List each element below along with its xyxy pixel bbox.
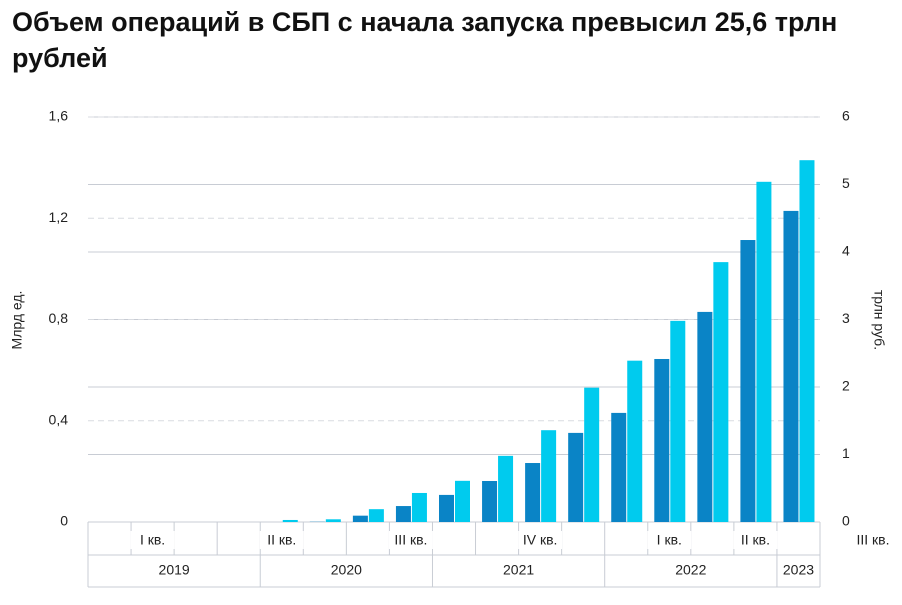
bar [654,358,670,522]
x-tick-label: III кв. [856,532,889,548]
x-tick-label: IV кв. [523,532,558,548]
bar [368,509,384,522]
bar [525,463,541,522]
y-tick-label: 1,2 [49,209,69,225]
chart-title: Объем операций в СБП с начала запуска пр… [12,7,838,73]
bar [411,492,427,522]
bar [439,494,454,522]
label-bg [259,531,304,549]
bar [498,455,514,522]
bar [325,519,341,522]
bar [584,387,600,522]
bar [627,360,643,522]
y-tick-label: 0 [60,513,68,529]
bar [740,240,756,523]
x-tick-label: II кв. [741,532,770,548]
bar [455,480,470,522]
y2-tick-label: 6 [842,108,850,124]
bar [352,515,368,522]
bar [799,160,815,522]
year-label: 2023 [783,562,814,578]
year-label: 2020 [331,562,362,578]
label-bg [130,531,175,549]
bar [482,480,498,522]
x-tick-label: III кв. [394,532,427,548]
x-tick-label: I кв. [140,532,165,548]
y2-axis-title: трлн руб. [871,290,887,350]
label-bg [518,531,563,549]
bar [783,210,799,523]
y2-tick-label: 5 [842,175,850,191]
y-tick-label: 0,8 [49,310,69,326]
bar [756,181,772,523]
bar [541,430,557,522]
bar [611,412,627,522]
bar [697,311,713,522]
y-axis-title: Млрд ед. [9,291,25,350]
label-bg [388,531,433,549]
y-tick-label: 1,6 [49,108,69,124]
bar [670,320,686,522]
y2-tick-label: 1 [842,445,850,461]
x-tick-label: I кв. [657,532,682,548]
y2-tick-label: 2 [842,378,850,394]
y-tick-label: 0,4 [49,411,69,427]
y2-tick-label: 4 [842,243,850,259]
x-tick-label: II кв. [267,532,296,548]
bar [568,432,584,522]
bar [713,262,729,522]
year-label: 2019 [159,562,190,578]
bar [282,519,298,522]
label-bg [733,531,778,549]
label-bg [647,531,692,549]
y2-tick-label: 3 [842,310,850,326]
year-label: 2022 [675,562,706,578]
year-label: 2021 [503,562,534,578]
y2-tick-label: 0 [842,513,850,529]
bar [395,506,411,522]
